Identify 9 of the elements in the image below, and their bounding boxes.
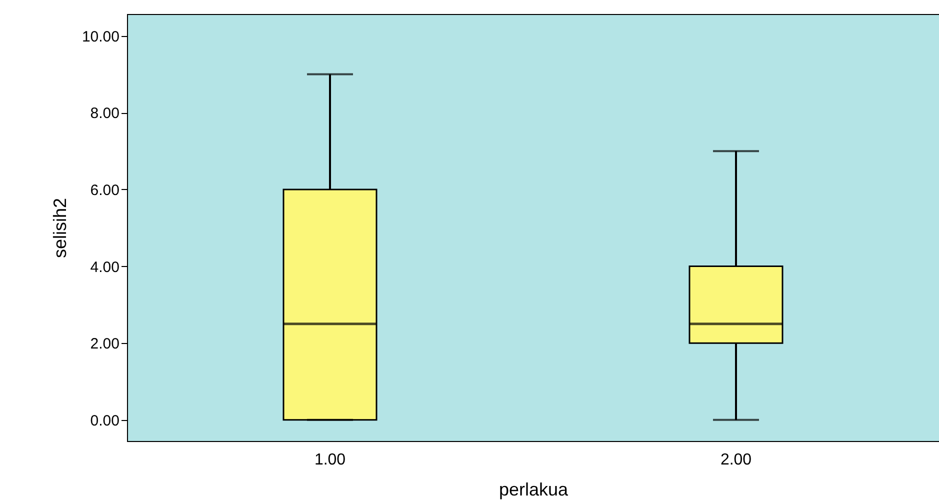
x-tick-label: 1.00 [314, 452, 346, 468]
y-tick-label: 2.00 [90, 336, 120, 353]
y-tick-label: 10.00 [82, 28, 120, 46]
y-tick-label: 4.00 [90, 258, 120, 276]
x-axis-title: perlakua [498, 480, 570, 500]
y-tick-label: 6.00 [90, 182, 120, 199]
y-tick-label: 8.00 [90, 105, 120, 122]
y-axis-title: selisih2 [50, 198, 70, 258]
y-tick-label: 0.00 [90, 412, 120, 430]
